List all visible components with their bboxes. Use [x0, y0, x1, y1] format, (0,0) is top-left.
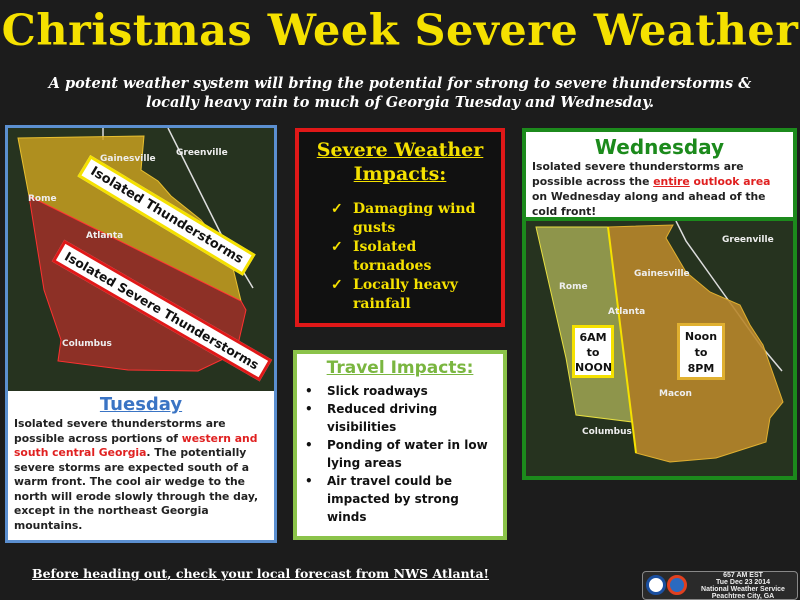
label-line: Noon — [684, 330, 718, 343]
city-label: Greenville — [176, 148, 228, 158]
impacts-title: Severe Weather Impacts: — [316, 139, 484, 185]
travel-text: Air travel could be impacted by strong w… — [327, 474, 459, 524]
wednesday-text: on Wednesday along and ahead of the cold… — [532, 190, 766, 218]
label-line: to — [586, 346, 600, 359]
city-label: Gainesville — [634, 269, 690, 279]
tuesday-text: Isolated severe thunderstorms are possib… — [14, 417, 226, 445]
city-label: Rome — [559, 282, 588, 292]
subtitle: A potent weather system will bring the p… — [48, 75, 752, 111]
severe-weather-impacts-box: Severe Weather Impacts: ✓ Damaging wind g… — [295, 128, 505, 327]
city-label: Rome — [28, 194, 57, 204]
wednesday-title: Wednesday — [594, 135, 725, 159]
travel-item: • Ponding of water in low lying areas — [305, 436, 495, 472]
morning-time-label: 6AM to NOON — [572, 325, 614, 378]
check-icon: ✓ — [331, 201, 343, 217]
city-label: Greenville — [722, 235, 774, 245]
bullet-icon: • — [305, 474, 313, 488]
stamp-location: Peachtree City, GA — [711, 593, 775, 600]
impact-text: Locally heavy rainfall — [353, 277, 458, 312]
footer-link[interactable]: Before heading out, check your local for… — [32, 566, 490, 581]
impact-text: Isolated tornadoes — [353, 239, 432, 274]
page-title: Christmas Week Severe Weather — [1, 6, 799, 56]
impact-item: ✓ Isolated tornadoes — [331, 238, 491, 276]
city-label: Atlanta — [86, 231, 123, 241]
city-label: Macon — [659, 389, 692, 399]
noaa-logo — [646, 575, 666, 595]
travel-text: Reduced driving visibilities — [327, 402, 438, 434]
wednesday-description: Wednesday Isolated severe thunderstorms … — [526, 132, 793, 218]
travel-text: Slick roadways — [327, 384, 428, 398]
label-line: 8PM — [687, 362, 715, 375]
stamp-time: 657 AM EST — [723, 572, 763, 579]
travel-text: Ponding of water in low lying areas — [327, 438, 488, 470]
impact-text: Damaging wind gusts — [353, 201, 476, 236]
label-line: NOON — [575, 361, 613, 374]
nws-logo — [667, 575, 687, 595]
label-line: to — [694, 346, 708, 359]
city-label: Columbus — [582, 427, 632, 437]
travel-item: • Slick roadways — [305, 382, 495, 400]
tuesday-panel: Greenville Gainesville Rome Atlanta Colu… — [5, 125, 277, 543]
outlook-area-highlight: outlook area — [689, 175, 771, 188]
city-label: Columbus — [62, 339, 112, 349]
travel-title: Travel Impacts: — [326, 358, 474, 378]
travel-item: • Reduced driving visibilities — [305, 400, 495, 436]
city-label: Gainesville — [100, 154, 156, 164]
travel-item: • Air travel could be impacted by strong … — [305, 472, 495, 526]
city-label: Atlanta — [608, 307, 645, 317]
bullet-icon: • — [305, 438, 313, 452]
entire-highlight: entire — [653, 175, 690, 188]
wednesday-panel: Wednesday Isolated severe thunderstorms … — [522, 128, 797, 480]
check-icon: ✓ — [331, 277, 343, 293]
wednesday-map: Greenville Gainesville Rome Atlanta Maco… — [526, 220, 793, 476]
afternoon-time-label: Noon to 8PM — [677, 323, 725, 380]
tuesday-text: . The potentially severe storms are expe… — [14, 446, 259, 532]
check-icon: ✓ — [331, 239, 343, 255]
stamp-date: Tue Dec 23 2014 — [716, 579, 770, 586]
impact-item: ✓ Damaging wind gusts — [331, 200, 491, 238]
tuesday-map: Greenville Gainesville Rome Atlanta Colu… — [8, 127, 274, 391]
wednesday-text: Isolated severe thunderstorms are possib… — [532, 160, 744, 188]
stamp-office: National Weather Service — [701, 586, 785, 593]
bullet-icon: • — [305, 402, 313, 416]
bullet-icon: • — [305, 384, 313, 398]
impact-item: ✓ Locally heavy rainfall — [331, 276, 491, 314]
tuesday-title: Tuesday — [99, 394, 183, 415]
label-line: 6AM — [579, 331, 607, 344]
highlight-text: western and south central Georgia — [14, 431, 258, 460]
tuesday-description: Tuesday Isolated severe thunderstorms ar… — [8, 391, 274, 540]
nws-stamp: 657 AM EST Tue Dec 23 2014 National Weat… — [642, 571, 798, 600]
travel-impacts-box: Travel Impacts: • Slick roadways • Reduced… — [293, 350, 507, 540]
